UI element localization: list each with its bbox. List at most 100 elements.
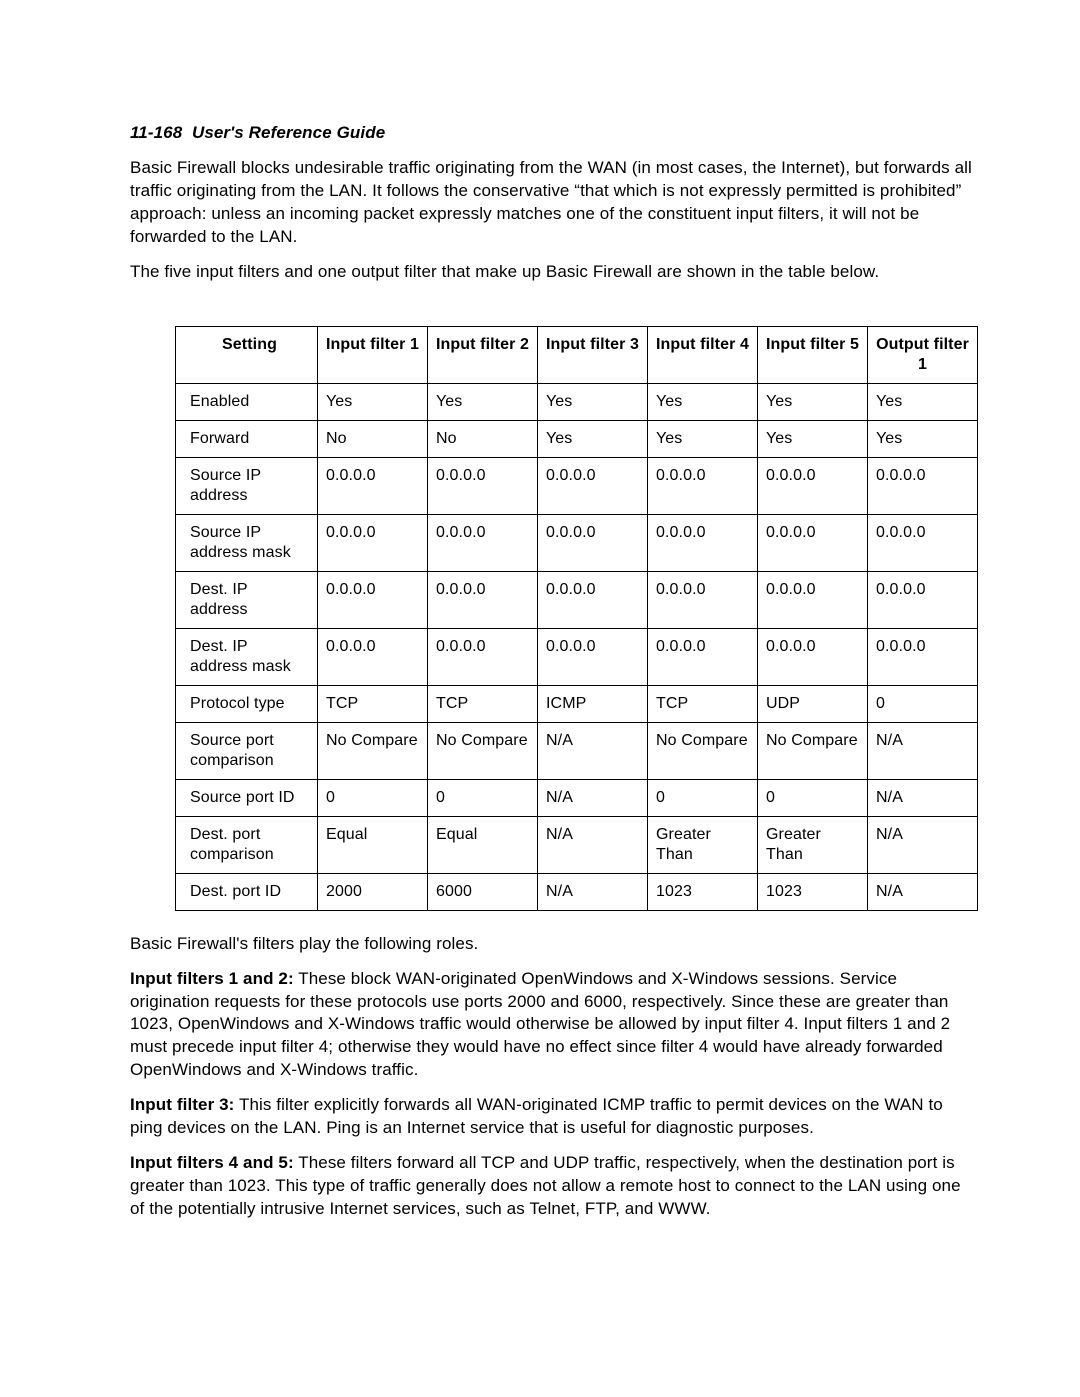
cell: 0.0.0.0 (538, 571, 648, 628)
table-header-row: Setting Input filter 1 Input filter 2 In… (176, 326, 978, 383)
cell: 0.0.0.0 (538, 514, 648, 571)
cell: 0.0.0.0 (868, 457, 978, 514)
cell: 0.0.0.0 (318, 514, 428, 571)
cell: 0.0.0.0 (758, 514, 868, 571)
cell: 0.0.0.0 (428, 628, 538, 685)
cell: Greater Than (648, 816, 758, 873)
page-header: 11-168 User's Reference Guide (130, 122, 975, 145)
cell: No Compare (648, 722, 758, 779)
table-row: Dest. port comparisonEqualEqualN/AGreate… (176, 816, 978, 873)
col-header-input-4: Input filter 4 (648, 326, 758, 383)
table-row: Source port ID00N/A00N/A (176, 779, 978, 816)
cell: TCP (318, 685, 428, 722)
row-label: Forward (176, 420, 318, 457)
row-label: Enabled (176, 383, 318, 420)
cell: 0.0.0.0 (868, 628, 978, 685)
cell: 0.0.0.0 (538, 457, 648, 514)
filters-table-wrap: Setting Input filter 1 Input filter 2 In… (175, 326, 975, 911)
filter-desc-1-2: Input filters 1 and 2: These block WAN-o… (130, 968, 975, 1083)
cell: N/A (868, 816, 978, 873)
col-header-input-3: Input filter 3 (538, 326, 648, 383)
cell: 0.0.0.0 (758, 457, 868, 514)
cell: 6000 (428, 873, 538, 910)
cell: N/A (538, 779, 648, 816)
row-label: Dest. port comparison (176, 816, 318, 873)
cell: 0.0.0.0 (428, 457, 538, 514)
filter-desc-3-lead: Input filter 3: (130, 1095, 234, 1114)
cell: 0.0.0.0 (428, 571, 538, 628)
cell: Yes (318, 383, 428, 420)
col-header-input-1: Input filter 1 (318, 326, 428, 383)
cell: 2000 (318, 873, 428, 910)
cell: 0.0.0.0 (758, 628, 868, 685)
page-number: 11-168 (130, 123, 182, 142)
row-label: Source port comparison (176, 722, 318, 779)
cell: Yes (648, 383, 758, 420)
row-label: Protocol type (176, 685, 318, 722)
cell: Yes (538, 383, 648, 420)
cell: Yes (868, 420, 978, 457)
cell: N/A (868, 873, 978, 910)
cell: 0 (758, 779, 868, 816)
cell: Yes (868, 383, 978, 420)
table-body: EnabledYesYesYesYesYesYesForwardNoNoYesY… (176, 383, 978, 910)
table-row: Source IP address mask0.0.0.00.0.0.00.0.… (176, 514, 978, 571)
table-row: Dest. port ID20006000N/A10231023N/A (176, 873, 978, 910)
cell: N/A (538, 816, 648, 873)
cell: ICMP (538, 685, 648, 722)
cell: Equal (428, 816, 538, 873)
document-page: 11-168 User's Reference Guide Basic Fire… (0, 0, 1080, 1397)
cell: 0 (868, 685, 978, 722)
cell: Yes (538, 420, 648, 457)
col-header-input-5: Input filter 5 (758, 326, 868, 383)
cell: 0.0.0.0 (648, 457, 758, 514)
cell: 0.0.0.0 (868, 514, 978, 571)
cell: Yes (758, 420, 868, 457)
cell: 1023 (758, 873, 868, 910)
cell: 0.0.0.0 (538, 628, 648, 685)
filter-desc-4-5: Input filters 4 and 5: These filters for… (130, 1152, 975, 1221)
row-label: Dest. IP address mask (176, 628, 318, 685)
cell: TCP (648, 685, 758, 722)
col-header-setting: Setting (176, 326, 318, 383)
filter-desc-3: Input filter 3: This filter explicitly f… (130, 1094, 975, 1140)
row-label: Dest. IP address (176, 571, 318, 628)
intro-paragraph-2: The five input filters and one output fi… (130, 261, 975, 284)
table-row: Source IP address0.0.0.00.0.0.00.0.0.00.… (176, 457, 978, 514)
row-label: Source port ID (176, 779, 318, 816)
cell: Greater Than (758, 816, 868, 873)
cell: 0.0.0.0 (868, 571, 978, 628)
row-label: Dest. port ID (176, 873, 318, 910)
cell: 0.0.0.0 (318, 628, 428, 685)
cell: No Compare (428, 722, 538, 779)
table-row: EnabledYesYesYesYesYesYes (176, 383, 978, 420)
col-header-input-2: Input filter 2 (428, 326, 538, 383)
cell: No (318, 420, 428, 457)
table-head: Setting Input filter 1 Input filter 2 In… (176, 326, 978, 383)
cell: No Compare (758, 722, 868, 779)
cell: 0.0.0.0 (648, 514, 758, 571)
cell: 0.0.0.0 (648, 628, 758, 685)
cell: N/A (538, 873, 648, 910)
roles-intro: Basic Firewall's filters play the follow… (130, 933, 975, 956)
row-label: Source IP address mask (176, 514, 318, 571)
row-label: Source IP address (176, 457, 318, 514)
table-row: Dest. IP address0.0.0.00.0.0.00.0.0.00.0… (176, 571, 978, 628)
table-row: Protocol typeTCPTCPICMPTCPUDP0 (176, 685, 978, 722)
filter-desc-3-body: This filter explicitly forwards all WAN-… (130, 1095, 943, 1137)
cell: No Compare (318, 722, 428, 779)
cell: No (428, 420, 538, 457)
cell: 0.0.0.0 (648, 571, 758, 628)
cell: Yes (428, 383, 538, 420)
col-header-output-1: Output filter 1 (868, 326, 978, 383)
cell: TCP (428, 685, 538, 722)
cell: 0.0.0.0 (758, 571, 868, 628)
filter-desc-4-5-lead: Input filters 4 and 5: (130, 1153, 294, 1172)
cell: 0.0.0.0 (318, 457, 428, 514)
cell: 1023 (648, 873, 758, 910)
cell: 0 (648, 779, 758, 816)
page-title: User's Reference Guide (192, 123, 385, 142)
cell: N/A (538, 722, 648, 779)
filters-table: Setting Input filter 1 Input filter 2 In… (175, 326, 978, 911)
filter-desc-1-2-lead: Input filters 1 and 2: (130, 969, 294, 988)
